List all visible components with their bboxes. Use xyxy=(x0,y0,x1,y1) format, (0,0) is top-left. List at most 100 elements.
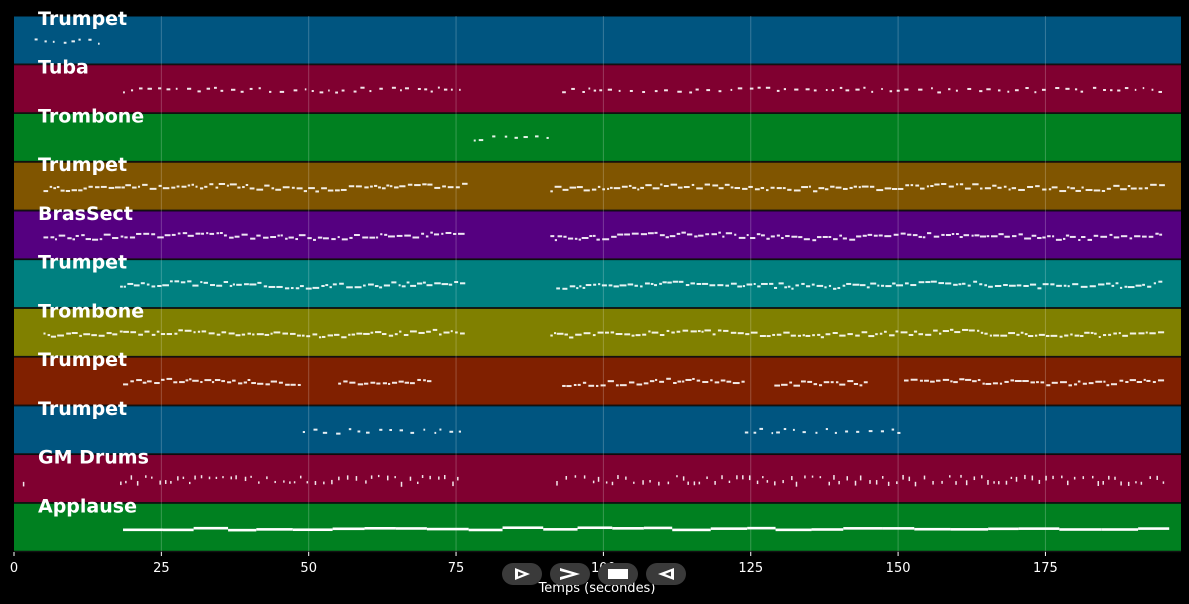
note-mark xyxy=(900,232,906,235)
note-mark xyxy=(139,87,143,90)
note-mark xyxy=(591,188,597,191)
note-mark xyxy=(410,431,415,434)
note-mark xyxy=(206,87,211,90)
note-mark xyxy=(229,284,233,287)
note-mark xyxy=(907,233,912,236)
note-mark xyxy=(1020,331,1024,334)
note-mark xyxy=(960,474,962,478)
note-mark xyxy=(581,236,589,239)
note-mark xyxy=(837,287,841,290)
note-mark xyxy=(681,231,686,234)
note-mark xyxy=(613,285,619,288)
note-mark xyxy=(422,281,426,284)
note-mark xyxy=(951,233,955,236)
note-mark xyxy=(608,284,613,287)
note-mark xyxy=(290,332,296,335)
note-mark xyxy=(214,379,221,382)
note-mark xyxy=(147,380,152,383)
note-mark xyxy=(698,234,704,237)
note-mark xyxy=(389,429,392,432)
note-mark xyxy=(1101,190,1106,193)
note-mark xyxy=(1040,381,1045,384)
note-mark xyxy=(194,475,196,480)
note-mark xyxy=(136,481,139,486)
note-mark xyxy=(1067,480,1069,486)
note-mark xyxy=(295,287,300,290)
note-mark xyxy=(965,378,972,381)
note-mark xyxy=(1027,185,1034,188)
note-mark xyxy=(868,430,873,433)
note-mark xyxy=(355,185,362,188)
note-mark xyxy=(984,187,991,190)
note-mark xyxy=(695,88,699,91)
note-mark xyxy=(123,383,129,386)
note-mark xyxy=(1059,335,1063,338)
note-mark xyxy=(430,90,433,93)
note-mark xyxy=(550,190,553,193)
note-mark xyxy=(258,87,261,90)
note-mark xyxy=(819,384,823,387)
play-button[interactable] xyxy=(502,563,542,585)
note-mark xyxy=(984,284,988,287)
note-mark xyxy=(1003,284,1008,287)
note-mark xyxy=(1102,480,1104,485)
note-mark xyxy=(321,284,325,287)
note-mark xyxy=(379,286,383,289)
note-mark xyxy=(642,91,646,94)
note-mark xyxy=(284,287,290,290)
rewind-button[interactable] xyxy=(646,563,686,585)
note-mark xyxy=(1129,332,1137,335)
note-mark xyxy=(1120,188,1127,191)
note-mark xyxy=(849,186,853,189)
note-mark xyxy=(554,332,557,335)
note-mark xyxy=(258,481,260,484)
stop-button[interactable] xyxy=(598,563,638,585)
note-mark xyxy=(562,287,568,290)
note-mark xyxy=(337,236,340,239)
note-mark xyxy=(169,280,173,283)
note-mark xyxy=(400,89,402,92)
note-mark xyxy=(574,475,577,478)
note-mark xyxy=(365,480,367,484)
note-mark xyxy=(979,90,983,93)
note-mark xyxy=(63,41,67,44)
note-mark xyxy=(88,38,92,41)
note-mark xyxy=(1080,90,1084,93)
note-mark xyxy=(1158,331,1165,334)
note-mark xyxy=(972,380,977,383)
note-mark xyxy=(825,333,831,336)
fast-forward-button[interactable] xyxy=(550,563,590,585)
note-mark xyxy=(1059,528,1102,531)
note-mark xyxy=(434,282,441,285)
stop-icon xyxy=(608,569,628,579)
note-mark xyxy=(998,233,1004,236)
note-mark xyxy=(550,235,555,238)
note-mark xyxy=(659,234,665,237)
note-mark xyxy=(878,234,883,237)
note-mark xyxy=(458,232,465,235)
x-axis: 0255075100125150175 xyxy=(10,552,1058,576)
note-mark xyxy=(162,528,194,532)
note-mark xyxy=(200,475,203,479)
note-mark xyxy=(91,334,97,337)
note-mark xyxy=(832,331,838,334)
note-mark xyxy=(1008,188,1011,191)
note-mark xyxy=(682,476,685,481)
note-mark xyxy=(158,184,162,187)
note-mark xyxy=(748,475,751,481)
note-mark xyxy=(833,287,837,290)
note-mark xyxy=(881,87,883,90)
note-mark xyxy=(108,186,115,189)
note-mark xyxy=(918,281,925,284)
note-mark xyxy=(230,476,233,480)
note-mark xyxy=(1016,284,1022,287)
note-mark xyxy=(737,285,742,288)
note-mark xyxy=(404,87,409,90)
note-mark xyxy=(847,333,853,336)
note-mark xyxy=(197,330,201,333)
note-mark xyxy=(1029,283,1037,286)
note-mark xyxy=(382,382,387,385)
note-mark xyxy=(859,284,866,287)
note-mark xyxy=(332,527,365,531)
note-mark xyxy=(263,236,269,239)
